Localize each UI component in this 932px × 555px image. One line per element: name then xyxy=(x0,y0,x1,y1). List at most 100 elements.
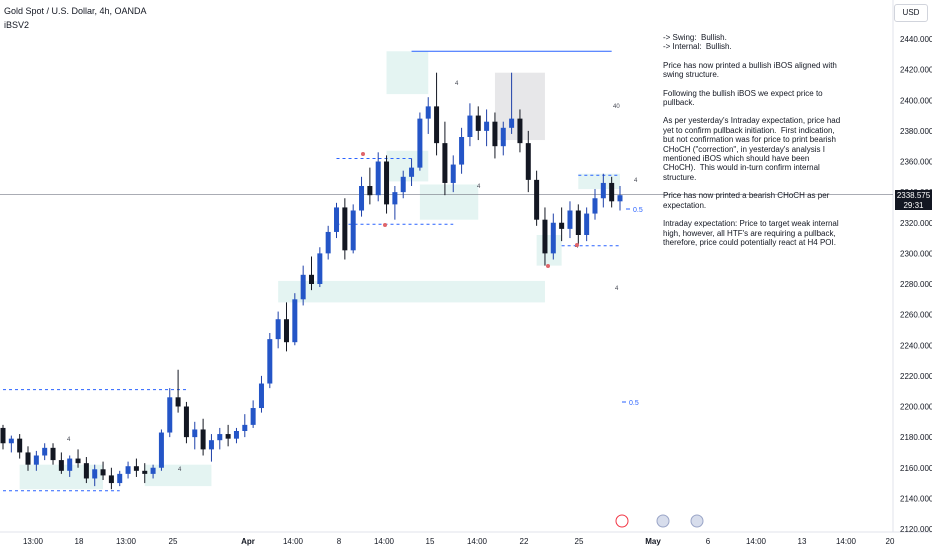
zone-label: 4 xyxy=(634,178,638,184)
candle-body xyxy=(584,213,590,235)
candle-body xyxy=(258,383,264,409)
candle-body xyxy=(359,186,365,211)
zone-label: 4 xyxy=(178,467,182,473)
note-paragraph: Price has now printed a bullish iBOS ali… xyxy=(663,60,840,80)
candle-body xyxy=(400,176,406,193)
candle-body xyxy=(350,210,356,251)
x-tick-label: 14:00 xyxy=(836,537,857,546)
swing-point-marker xyxy=(383,223,387,227)
candle-body xyxy=(308,274,315,284)
x-tick-label: 13:00 xyxy=(23,537,44,546)
candle-body xyxy=(75,458,81,464)
candle-body xyxy=(375,161,381,196)
candle-body xyxy=(58,460,64,471)
x-tick-label: May xyxy=(645,537,661,546)
candle-body xyxy=(409,167,415,177)
candle-body xyxy=(117,473,123,484)
candle-body xyxy=(325,231,331,254)
y-tick-label: 2220.000 xyxy=(900,372,932,381)
candle-body xyxy=(517,118,523,144)
candle-body xyxy=(342,207,348,251)
candle-body xyxy=(158,432,164,468)
y-tick-label: 2140.000 xyxy=(900,494,932,503)
fib-label: 0.5 xyxy=(629,400,639,407)
x-tick-label: 15 xyxy=(426,537,435,546)
indicator-name[interactable]: iBSV2 xyxy=(4,20,30,30)
note-paragraph: As per yesterday's Intraday expectation,… xyxy=(663,116,843,182)
candle-body xyxy=(233,431,239,439)
candle-body xyxy=(592,198,598,214)
candle-body xyxy=(425,106,431,119)
us-flag-event-icon xyxy=(656,514,670,528)
candle-body xyxy=(250,408,256,425)
y-tick-label: 2160.000 xyxy=(900,464,932,473)
candle-body xyxy=(442,143,448,183)
candle-body xyxy=(183,406,189,438)
candle-body xyxy=(167,397,173,433)
candle-body xyxy=(417,118,423,168)
candle-body xyxy=(467,115,473,137)
candle-body xyxy=(42,447,48,456)
candle-body xyxy=(108,475,114,484)
candle-body xyxy=(33,455,39,465)
candle-body xyxy=(334,207,340,232)
us-flag-event-icon xyxy=(690,514,704,528)
candle-body xyxy=(550,222,556,254)
candle-body xyxy=(217,434,223,441)
lightning-event-icon xyxy=(615,514,629,528)
candle-countdown: 29:31 xyxy=(903,200,924,210)
x-tick-label: 25 xyxy=(169,537,178,546)
candle-body xyxy=(142,470,148,474)
swing-point-marker xyxy=(546,264,550,268)
fib-label: 0.5 xyxy=(633,207,643,214)
x-tick-label: 20 xyxy=(886,537,895,546)
candle-body xyxy=(17,438,23,453)
candle-body xyxy=(392,192,398,205)
zone-label: 4 xyxy=(67,437,71,443)
candle-body xyxy=(384,161,390,205)
candle-body xyxy=(567,210,573,229)
y-tick-label: 2420.000 xyxy=(900,66,932,75)
y-tick-label: 2300.000 xyxy=(900,249,932,258)
y-tick-label: 2280.000 xyxy=(900,280,932,289)
zone-label: 4 xyxy=(477,184,481,190)
candle-body xyxy=(459,137,465,165)
zone-label: 4 xyxy=(615,286,619,292)
x-tick-label: 8 xyxy=(337,537,342,546)
candle-body xyxy=(534,179,540,220)
y-tick-label: 2360.000 xyxy=(900,158,932,167)
candle-body xyxy=(575,210,581,235)
candle-body xyxy=(92,469,98,479)
zone-box xyxy=(536,235,562,266)
candle-body xyxy=(83,463,89,479)
note-paragraph: -> Swing: Bullish. -> Internal: Bullish. xyxy=(663,33,732,52)
x-tick-label: 6 xyxy=(706,537,711,546)
x-tick-label: 22 xyxy=(520,537,529,546)
y-tick-label: 2400.000 xyxy=(900,96,932,105)
zone-label: 40 xyxy=(613,104,620,110)
swing-point-marker xyxy=(361,152,365,156)
y-tick-label: 2180.000 xyxy=(900,433,932,442)
candle-body xyxy=(525,143,531,180)
x-tick-label: 13 xyxy=(798,537,807,546)
candle-body xyxy=(133,466,139,471)
candle-body xyxy=(475,115,481,131)
candle-body xyxy=(100,469,106,476)
x-tick-label: 14:00 xyxy=(374,537,395,546)
x-tick-label: 14:00 xyxy=(467,537,488,546)
x-tick-label: 18 xyxy=(75,537,84,546)
note-paragraph: Price has now printed a bearish CHoCH as… xyxy=(663,191,832,210)
zone-label: 4 xyxy=(455,81,459,87)
candle-body xyxy=(317,253,323,284)
currency-button[interactable]: USD xyxy=(894,4,928,22)
x-tick-label: Apr xyxy=(241,537,255,546)
candle-body xyxy=(509,118,515,128)
candle-body xyxy=(292,299,298,343)
candle-body xyxy=(275,319,281,340)
candle-body xyxy=(300,274,306,300)
note-paragraph: Intraday expectation: Price to target we… xyxy=(663,219,841,247)
candle-body xyxy=(450,164,456,183)
candle-body xyxy=(600,182,606,199)
